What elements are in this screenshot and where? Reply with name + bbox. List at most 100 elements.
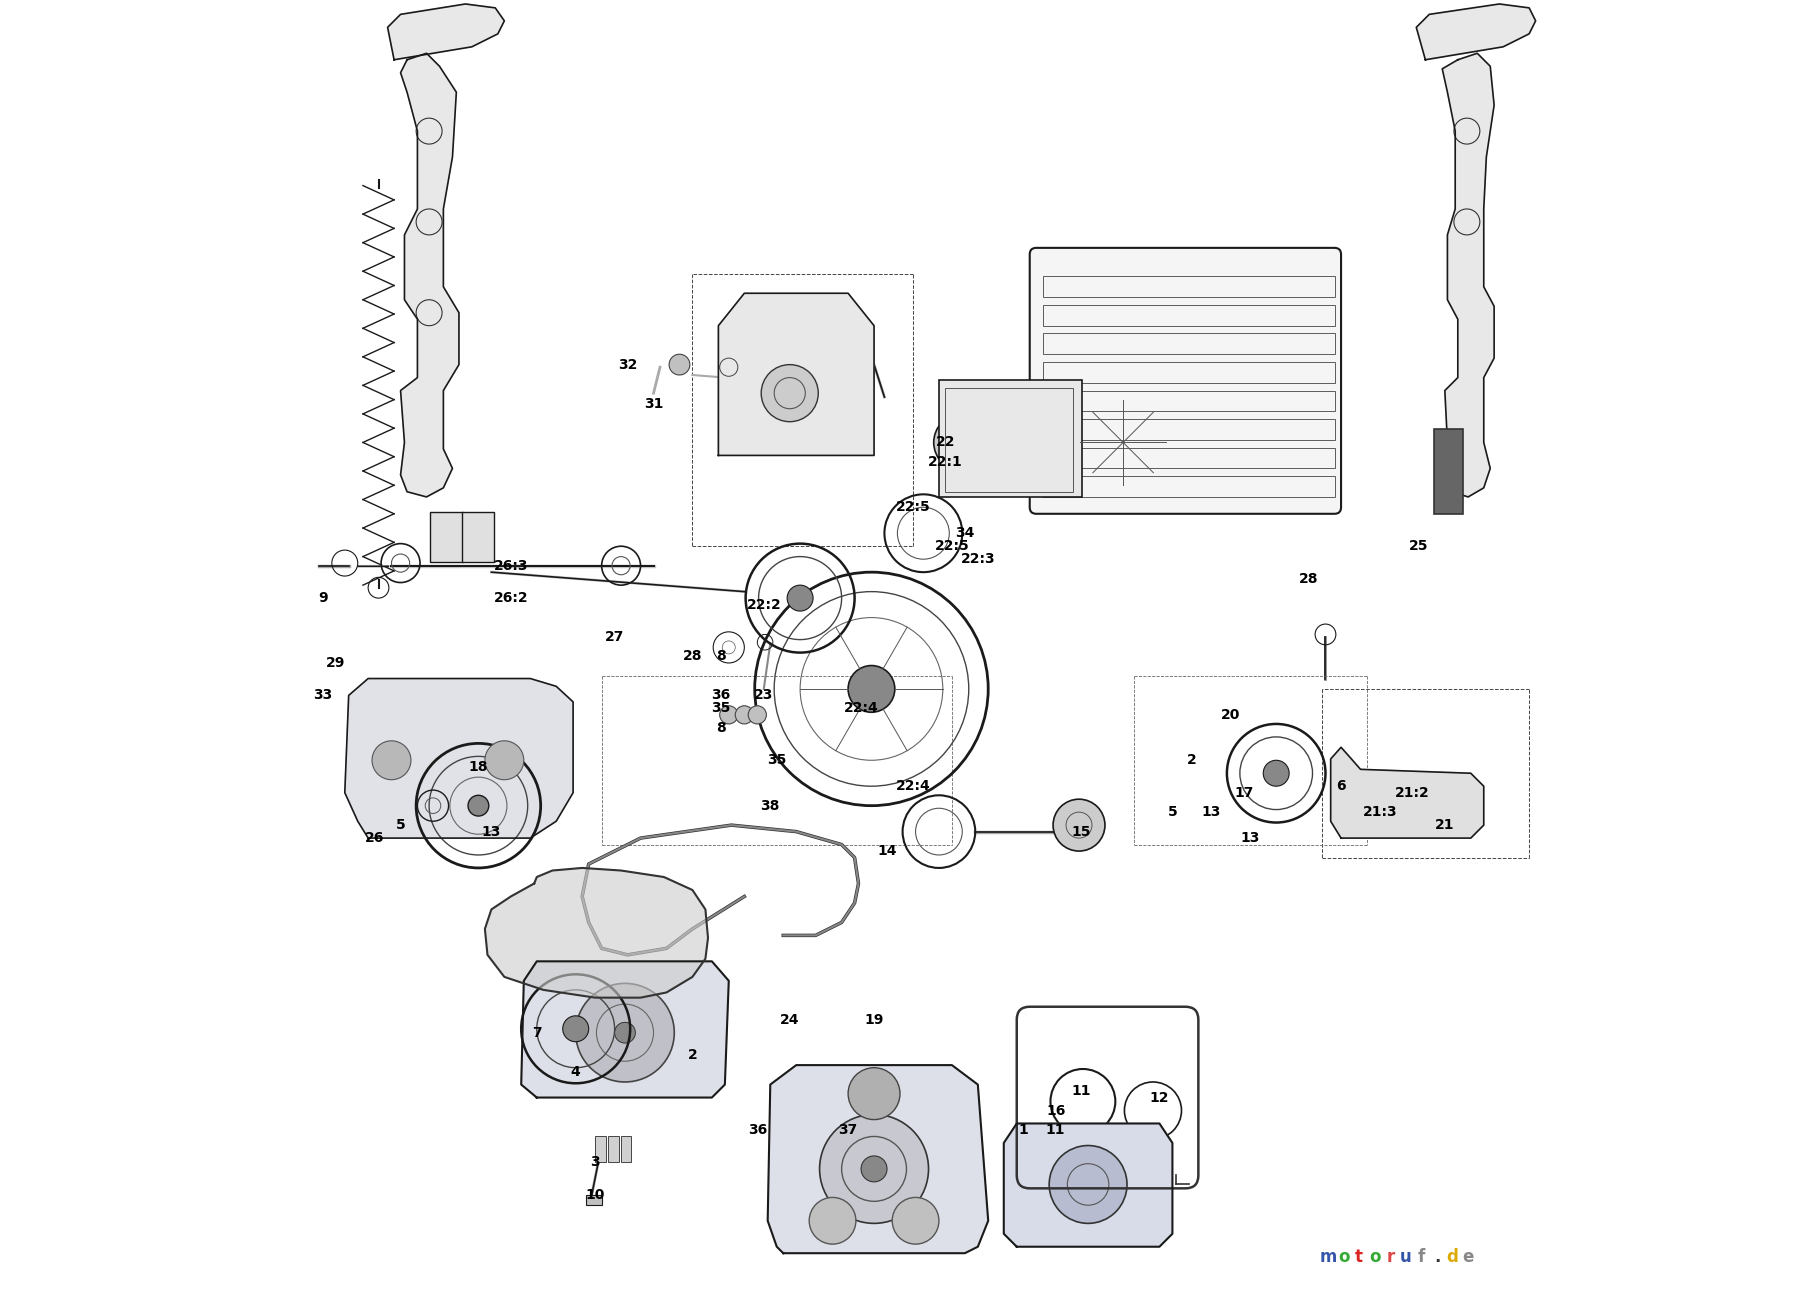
Text: 20: 20 <box>1220 708 1240 722</box>
Polygon shape <box>522 961 729 1097</box>
Circle shape <box>720 706 738 724</box>
Text: 38: 38 <box>761 798 779 812</box>
Text: 36: 36 <box>711 689 731 702</box>
Text: .: . <box>1435 1248 1440 1266</box>
Bar <box>1042 476 1334 497</box>
Text: 25: 25 <box>1409 540 1429 554</box>
Bar <box>1042 361 1334 382</box>
Text: 28: 28 <box>682 650 702 663</box>
Text: 31: 31 <box>644 396 662 411</box>
Text: 3: 3 <box>590 1156 599 1170</box>
Bar <box>940 380 1082 497</box>
Text: 10: 10 <box>585 1188 605 1201</box>
Circle shape <box>819 1114 929 1223</box>
Bar <box>1042 419 1334 439</box>
Text: 27: 27 <box>605 630 625 644</box>
Text: 8: 8 <box>716 720 725 734</box>
Text: 26:3: 26:3 <box>493 559 527 573</box>
Text: 29: 29 <box>326 656 346 670</box>
Text: 22:5: 22:5 <box>934 540 968 554</box>
Text: u: u <box>1400 1248 1411 1266</box>
Text: 22:3: 22:3 <box>961 552 995 567</box>
Text: 13: 13 <box>1202 805 1220 819</box>
Text: r: r <box>1386 1248 1395 1266</box>
Text: d: d <box>1447 1248 1458 1266</box>
Text: 8: 8 <box>716 650 725 663</box>
Text: o: o <box>1337 1248 1350 1266</box>
Bar <box>1042 447 1334 468</box>
Polygon shape <box>1417 4 1535 60</box>
Text: 26:2: 26:2 <box>493 592 527 604</box>
Circle shape <box>749 706 767 724</box>
Text: 21:2: 21:2 <box>1395 785 1429 800</box>
Text: 21: 21 <box>1435 818 1454 832</box>
Text: 18: 18 <box>468 759 488 774</box>
Circle shape <box>670 354 689 374</box>
Polygon shape <box>1004 1123 1172 1247</box>
Bar <box>1042 334 1334 354</box>
Text: 4: 4 <box>571 1065 581 1079</box>
Text: 26: 26 <box>365 831 385 845</box>
Polygon shape <box>346 679 572 838</box>
Text: 13: 13 <box>482 824 500 839</box>
Circle shape <box>468 796 490 816</box>
Circle shape <box>1264 760 1289 786</box>
Bar <box>1042 390 1334 411</box>
Text: 11: 11 <box>1046 1123 1066 1138</box>
Text: 5: 5 <box>1168 805 1177 819</box>
Bar <box>608 1136 619 1162</box>
Text: 12: 12 <box>1150 1091 1170 1105</box>
Circle shape <box>848 666 895 712</box>
Text: f: f <box>1418 1248 1426 1266</box>
Bar <box>430 512 463 562</box>
Circle shape <box>563 1015 589 1041</box>
Text: 32: 32 <box>617 358 637 372</box>
Text: o: o <box>1370 1248 1381 1266</box>
Text: 22:5: 22:5 <box>896 500 931 515</box>
Text: 2: 2 <box>688 1048 697 1062</box>
Text: 13: 13 <box>1240 831 1260 845</box>
Circle shape <box>810 1197 855 1244</box>
FancyBboxPatch shape <box>1030 248 1341 514</box>
Circle shape <box>734 706 754 724</box>
Polygon shape <box>387 4 504 60</box>
Polygon shape <box>484 868 707 997</box>
Text: 36: 36 <box>747 1123 767 1138</box>
Text: 24: 24 <box>779 1013 799 1027</box>
Circle shape <box>484 741 524 780</box>
Text: 7: 7 <box>533 1026 542 1040</box>
Text: 16: 16 <box>1046 1104 1066 1118</box>
Circle shape <box>934 413 990 471</box>
Text: m: m <box>1319 1248 1337 1266</box>
Bar <box>596 1136 605 1162</box>
Bar <box>945 387 1073 491</box>
Text: 17: 17 <box>1235 785 1253 800</box>
Circle shape <box>614 1022 635 1043</box>
Circle shape <box>761 364 819 421</box>
Circle shape <box>1053 800 1105 852</box>
Polygon shape <box>767 1065 988 1253</box>
Text: 35: 35 <box>767 753 787 767</box>
Circle shape <box>860 1156 887 1182</box>
Text: 22:4: 22:4 <box>896 779 931 793</box>
Text: 37: 37 <box>839 1123 859 1138</box>
Circle shape <box>373 741 410 780</box>
Polygon shape <box>1442 53 1494 497</box>
Text: 28: 28 <box>1300 572 1318 586</box>
Bar <box>1042 277 1334 298</box>
Text: 22:2: 22:2 <box>747 598 781 611</box>
Circle shape <box>848 1067 900 1119</box>
Circle shape <box>787 585 814 611</box>
Text: 15: 15 <box>1071 824 1091 839</box>
Circle shape <box>576 983 675 1082</box>
Text: 5: 5 <box>396 818 405 832</box>
Text: 34: 34 <box>956 526 974 541</box>
Text: 11: 11 <box>1071 1084 1091 1098</box>
Text: t: t <box>1355 1248 1363 1266</box>
Text: e: e <box>1462 1248 1474 1266</box>
Circle shape <box>893 1197 940 1244</box>
Text: 22:4: 22:4 <box>844 702 878 715</box>
Polygon shape <box>401 53 459 497</box>
Text: 22: 22 <box>936 436 956 450</box>
Bar <box>1042 306 1334 326</box>
